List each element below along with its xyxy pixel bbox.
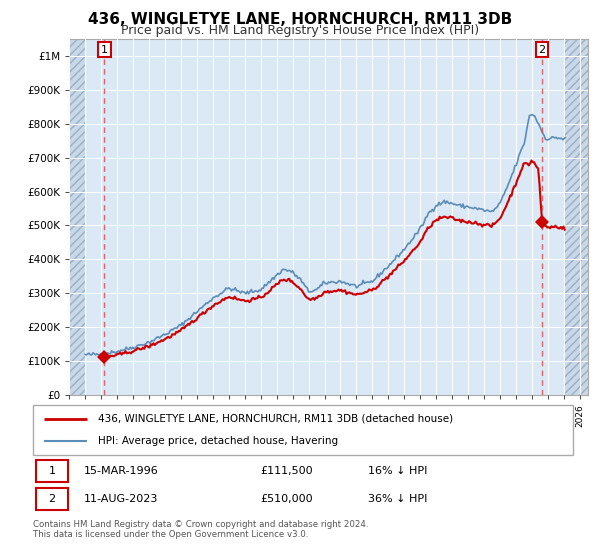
Text: £510,000: £510,000 (260, 494, 313, 503)
FancyBboxPatch shape (33, 405, 573, 455)
Bar (564, 39, 588, 395)
Text: 2: 2 (538, 45, 545, 54)
Text: 2: 2 (49, 494, 55, 503)
Text: 15-MAR-1996: 15-MAR-1996 (84, 466, 159, 476)
Text: HPI: Average price, detached house, Havering: HPI: Average price, detached house, Have… (98, 436, 338, 446)
FancyBboxPatch shape (36, 460, 68, 482)
Text: 36% ↓ HPI: 36% ↓ HPI (368, 494, 427, 503)
Text: 11-AUG-2023: 11-AUG-2023 (84, 494, 158, 503)
Text: 16% ↓ HPI: 16% ↓ HPI (368, 466, 427, 476)
Text: 1: 1 (49, 466, 55, 476)
Text: £111,500: £111,500 (260, 466, 313, 476)
Text: Price paid vs. HM Land Registry's House Price Index (HPI): Price paid vs. HM Land Registry's House … (121, 24, 479, 37)
Text: 1: 1 (101, 45, 108, 54)
FancyBboxPatch shape (36, 488, 68, 510)
Text: Contains HM Land Registry data © Crown copyright and database right 2024.
This d: Contains HM Land Registry data © Crown c… (33, 520, 368, 539)
Text: 436, WINGLETYE LANE, HORNCHURCH, RM11 3DB: 436, WINGLETYE LANE, HORNCHURCH, RM11 3D… (88, 12, 512, 27)
Text: 436, WINGLETYE LANE, HORNCHURCH, RM11 3DB (detached house): 436, WINGLETYE LANE, HORNCHURCH, RM11 3D… (98, 414, 453, 424)
Bar (69, 39, 85, 395)
